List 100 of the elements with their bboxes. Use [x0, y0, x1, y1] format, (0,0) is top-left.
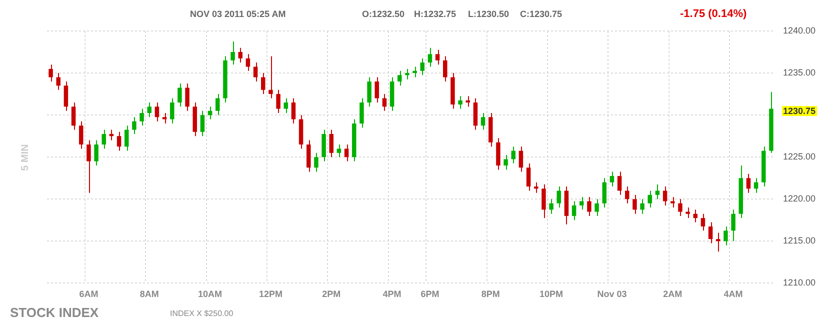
- y-tick-label: 1235.00: [783, 68, 816, 78]
- text: -1.75 (0.14%): [680, 8, 747, 20]
- y-tick-label: 1225.00: [783, 152, 816, 162]
- candlestick: [594, 198, 599, 216]
- candlestick: [94, 140, 98, 166]
- candlestick: [208, 106, 212, 120]
- text: C:1230.75: [520, 9, 562, 19]
- candlestick: [200, 110, 205, 137]
- candlestick: [291, 98, 296, 124]
- candlestick: [670, 196, 675, 208]
- candlestick: [549, 198, 554, 214]
- candlestick: [678, 198, 682, 216]
- candlestick: [420, 58, 424, 76]
- candlestick: [322, 129, 326, 162]
- candlestick: [693, 209, 698, 223]
- chart-subtitle: NOV 03 2011 05:25 AM: [190, 9, 286, 19]
- x-tick-label: 4AM: [724, 289, 743, 300]
- x-tick-label: 6AM: [79, 289, 98, 300]
- x-tick-label: 4PM: [382, 289, 402, 300]
- candlestick: [230, 41, 235, 66]
- candlestick: [79, 120, 84, 150]
- candlestick: [686, 207, 690, 219]
- text: 1230.75: [782, 106, 817, 116]
- candlestick: [610, 171, 614, 188]
- candlestick: [238, 47, 242, 64]
- candlestick: [617, 171, 622, 196]
- candlestick: [360, 98, 364, 128]
- x-tick-label: Nov 03: [597, 289, 627, 300]
- candlestick: [261, 72, 266, 95]
- candlestick: [116, 131, 122, 152]
- candlestick: [746, 173, 751, 194]
- candlestick: [443, 56, 448, 82]
- candlestick: [154, 102, 160, 122]
- candlestick: [700, 213, 706, 232]
- candlestick: [518, 146, 524, 172]
- candlestick: [556, 186, 561, 208]
- candlestick: [526, 162, 531, 192]
- text: STOCK INDEX: [10, 305, 99, 320]
- candlestick: [185, 83, 190, 112]
- candlestick: [580, 196, 584, 210]
- candlestick: [314, 152, 318, 172]
- candlestick: [276, 89, 280, 114]
- candlestick: [367, 76, 372, 108]
- x-tick-label: 6PM: [420, 289, 440, 300]
- candlestick: [708, 222, 713, 244]
- candlestick: [329, 129, 334, 158]
- candlestick: [216, 94, 220, 116]
- candlestick: [284, 98, 288, 114]
- candlestick: [662, 186, 668, 206]
- x-tick-label: 10AM: [198, 289, 222, 300]
- candlestick: [480, 112, 486, 130]
- candlestick: [572, 200, 576, 221]
- candlestick: [496, 138, 500, 170]
- candlestick: [602, 178, 606, 208]
- candlestick: [64, 80, 68, 112]
- candlestick: [124, 125, 129, 152]
- candlestick: [253, 62, 258, 82]
- text: H:1232.75: [414, 9, 456, 19]
- candlestick: [140, 108, 144, 126]
- x-tick-label: 8PM: [481, 289, 500, 300]
- candlestick: [336, 144, 342, 158]
- x-tick-label: 8AM: [140, 289, 159, 300]
- y-tick-label: 1240.00: [783, 25, 816, 36]
- candlestick: [132, 116, 136, 134]
- candlestick: [754, 178, 758, 194]
- candlestick: [86, 140, 91, 194]
- x-tick-label: 10PM: [540, 289, 564, 300]
- candlestick: [306, 140, 311, 172]
- candlestick: [625, 186, 630, 204]
- candlestick: [374, 76, 379, 103]
- text: O:1232.50: [362, 9, 405, 19]
- candlestick: [162, 112, 167, 124]
- candlestick: [405, 68, 410, 80]
- candlestick: [435, 49, 440, 66]
- candlestick: [640, 198, 644, 214]
- candlestick: [178, 83, 182, 108]
- candlestick: [648, 190, 652, 208]
- candlestick: [511, 146, 516, 164]
- candlestick: [102, 129, 106, 150]
- candlestick: [71, 102, 76, 130]
- candlestick: [632, 194, 637, 214]
- candlestick: [170, 98, 174, 124]
- candlestick: [724, 226, 728, 246]
- x-tick-label: 2PM: [322, 289, 341, 300]
- candlestick: [542, 184, 546, 219]
- candlestick: [428, 47, 432, 68]
- candlestick: [147, 102, 152, 118]
- candlestick: [731, 209, 736, 242]
- candlestick: [382, 94, 387, 112]
- candlestick: [412, 66, 417, 78]
- candlestick: [268, 56, 273, 99]
- y-tick-label: 1215.00: [783, 236, 816, 246]
- x-tick-label: 12PM: [258, 289, 282, 300]
- candlestick: [504, 154, 508, 170]
- text: L:1230.50: [468, 9, 510, 19]
- y-tick-label: 1220.00: [783, 194, 816, 204]
- text: INDEX X $250.00: [170, 309, 234, 318]
- candlestick: [398, 70, 402, 86]
- candlestick: [655, 184, 660, 200]
- candlestick: [48, 64, 53, 82]
